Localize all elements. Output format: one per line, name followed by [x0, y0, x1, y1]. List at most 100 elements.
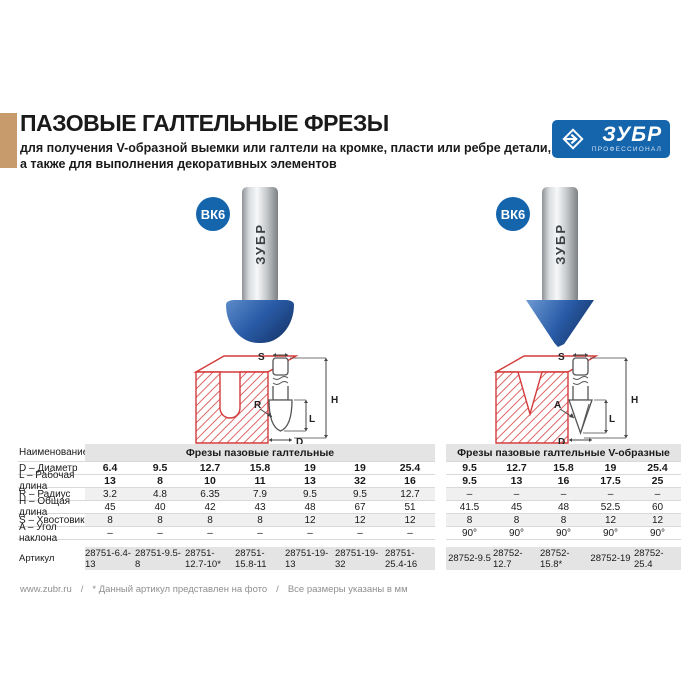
spec-cell: 67 — [335, 501, 385, 514]
svg-text:S: S — [258, 352, 265, 363]
group-gap — [435, 527, 446, 540]
subtitle-line-1: для получения V-образной выемки или галт… — [20, 141, 552, 155]
spec-cell: 90° — [540, 527, 587, 540]
dimension-diagram-cove: S H R L D — [192, 350, 342, 448]
spec-cell: 12 — [335, 514, 385, 527]
table-row: A – Угол наклона – – – – – – –90° 90° 90° 90° 90° — [18, 522, 681, 544]
article-cell: 28751-19-13 — [285, 547, 335, 570]
footer-note-photo: * Данный артикул представлен на фото — [92, 584, 268, 595]
carbide-badge: ВК6 — [196, 197, 230, 231]
product-photo-cove-bit: ВК6 ЗУБР — [190, 185, 330, 347]
spec-row-label: R – Радиус — [18, 488, 85, 501]
spec-cell: 17.5 — [587, 475, 634, 488]
spec-cell: 25 — [634, 475, 681, 488]
svg-text:S: S — [558, 352, 565, 363]
spec-cell: 4.8 — [135, 488, 185, 501]
svg-text:H: H — [331, 395, 338, 406]
spec-cell: 9.5 — [335, 488, 385, 501]
group-gap — [435, 444, 446, 462]
spec-cell: 9.5 — [446, 475, 493, 488]
spec-row-label: L – Рабочая длина — [18, 470, 85, 492]
spec-cell: 12.7 — [385, 488, 435, 501]
spec-cell: 13 — [85, 475, 135, 488]
group-gap — [435, 475, 446, 488]
spec-cell: 43 — [235, 501, 285, 514]
spec-cell: – — [540, 488, 587, 501]
spec-cell: 41.5 — [446, 501, 493, 514]
bit-shank: ЗУБР — [542, 187, 578, 301]
subtitle-line-2: а также для выполнения декоративных элем… — [20, 156, 337, 171]
spec-cell: 9.5 — [135, 462, 185, 475]
spec-cell: – — [135, 527, 185, 540]
table-row: Артикул 28751-6.4-13 28751-9.5-8 28751-12.7… — [18, 547, 681, 570]
bit-shank: ЗУБР — [242, 187, 278, 301]
spec-cell: 13 — [493, 475, 540, 488]
spec-cell: 9.5 — [446, 462, 493, 475]
spec-cell: 32 — [335, 475, 385, 488]
spec-cell: 48 — [540, 501, 587, 514]
group-gap — [435, 501, 446, 514]
spec-cell: 7.9 — [235, 488, 285, 501]
spec-cell: 8 — [493, 514, 540, 527]
group-gap — [435, 462, 446, 475]
wood-front-face-u-groove — [195, 371, 269, 444]
website-link[interactable]: www.zubr.ru — [20, 584, 72, 595]
spec-cell: – — [235, 527, 285, 540]
article-cell: 28751-19-32 — [335, 547, 385, 570]
spec-cell: 9.5 — [285, 488, 335, 501]
spec-cell: 16 — [385, 475, 435, 488]
logo-tagline: ПРОФЕССИОНАЛ — [591, 146, 663, 154]
article-cell: 28752-9.5 — [446, 547, 493, 570]
table-row: H – Общая длина 45 40 42 43 48 67 51 41.5 45 48 52.… — [18, 496, 681, 518]
spec-cell: 12 — [285, 514, 335, 527]
page-title: ПАЗОВЫЕ ГАЛТЕЛЬНЫЕ ФРЕЗЫ — [20, 110, 389, 136]
spec-cell: – — [634, 488, 681, 501]
spec-cell: 6.4 — [85, 462, 135, 475]
spec-row-label: D – Диаметр — [18, 462, 85, 475]
spec-cell: 45 — [85, 501, 135, 514]
spec-cell: 15.8 — [235, 462, 285, 475]
svg-text:D: D — [558, 437, 565, 447]
spec-cell: – — [185, 527, 235, 540]
spec-cell: 12.7 — [185, 462, 235, 475]
spec-row-label: H – Общая длина — [18, 496, 85, 518]
spec-cell: 16 — [540, 475, 587, 488]
article-cell: 28751-12.7-10* — [185, 547, 235, 570]
spec-cell: 45 — [493, 501, 540, 514]
spec-cell: 10 — [185, 475, 235, 488]
cove-bit-head — [226, 300, 294, 343]
group-title: Фрезы пазовые галтельные — [85, 444, 435, 462]
v-bit-head — [526, 300, 594, 347]
spec-cell: 52.5 — [587, 501, 634, 514]
logo-text: ЗУБР ПРОФЕССИОНАЛ — [592, 124, 662, 154]
spec-cell: 8 — [135, 475, 185, 488]
spec-cell: 15.8 — [540, 462, 587, 475]
page-footer: www.zubr.ru / * Данный артикул представл… — [20, 584, 408, 595]
spec-cell: 48 — [285, 501, 335, 514]
table-row: Наименование Фрезы пазовые галтельные Фрез… — [18, 444, 681, 462]
group-title: Фрезы пазовые галтельные V-образные — [446, 444, 681, 462]
article-cell: 28751-6.4-13 — [85, 547, 135, 570]
spec-cell: 40 — [135, 501, 185, 514]
article-row-label: Артикул — [19, 553, 55, 564]
logo-brand: ЗУБР — [602, 123, 663, 147]
spec-cell: 13 — [285, 475, 335, 488]
spec-cell: 90° — [587, 527, 634, 540]
spec-cell: – — [493, 488, 540, 501]
shank-brand-text: ЗУБР — [252, 223, 268, 265]
spec-cell: 3.2 — [85, 488, 135, 501]
footer-separator: / — [276, 584, 279, 595]
article-cell: 28752-15.8* — [540, 547, 587, 570]
table-row: S – Хвостовик 8 8 8 8 12 12 12 8 8 8 12 12 — [18, 514, 681, 527]
svg-text:A: A — [554, 400, 561, 411]
spec-cell: 90° — [446, 527, 493, 540]
spec-cell: 42 — [185, 501, 235, 514]
article-cell: 28751-15.8-11 — [235, 547, 285, 570]
spec-cell: 8 — [446, 514, 493, 527]
article-cell: 28752-19 — [587, 547, 634, 570]
group-gap — [435, 547, 446, 570]
article-cell: 28752-25.4 — [634, 547, 681, 570]
spec-cell: – — [587, 488, 634, 501]
carbide-badge: ВК6 — [496, 197, 530, 231]
zubr-arrow-icon — [562, 128, 584, 150]
